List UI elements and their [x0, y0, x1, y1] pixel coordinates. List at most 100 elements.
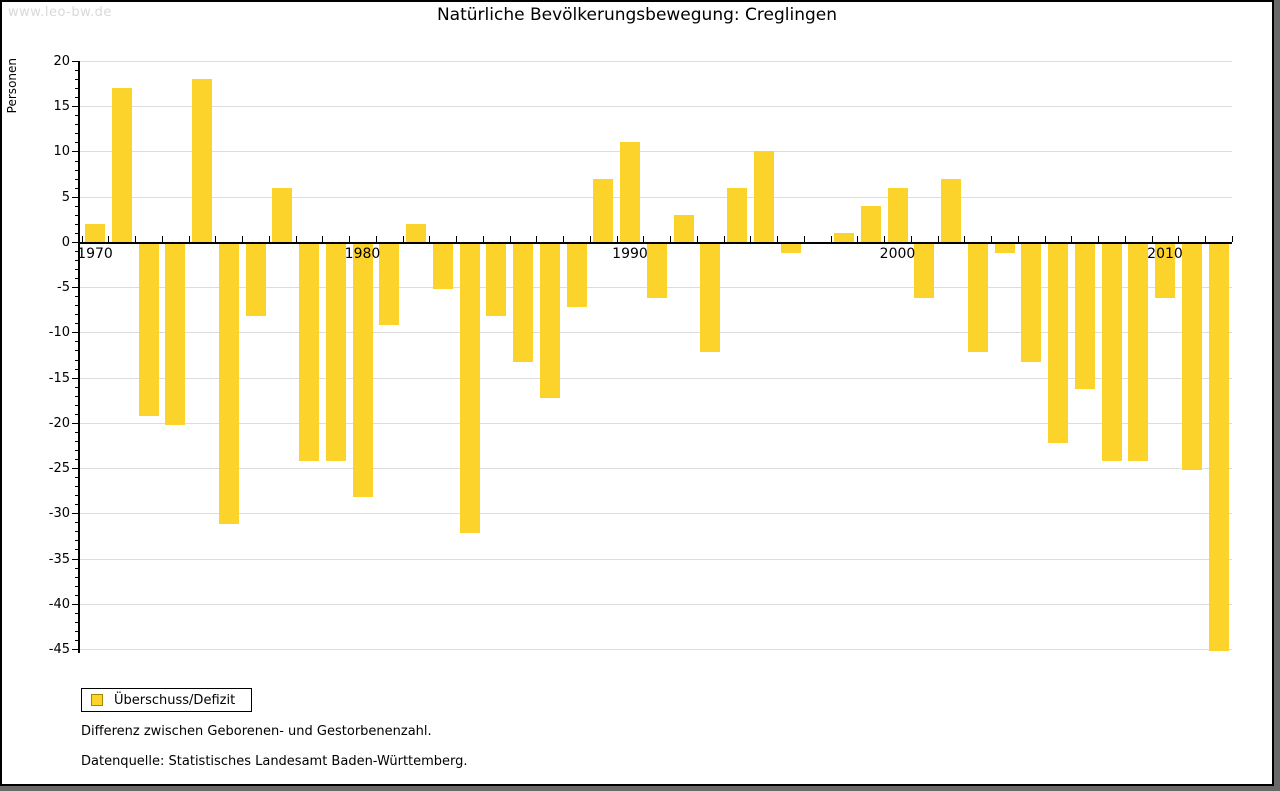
- x-year-tick: [643, 236, 644, 242]
- y-axis-line: [78, 61, 80, 653]
- y-major-tick: [72, 468, 78, 469]
- x-year-tick: [510, 236, 511, 242]
- y-major-tick: [72, 378, 78, 379]
- bar-1991: [647, 242, 667, 298]
- y-minor-tick: [75, 97, 78, 98]
- y-major-tick: [72, 61, 78, 62]
- x-tick-label: 1980: [344, 246, 381, 262]
- bar-2004: [995, 242, 1015, 253]
- y-minor-tick: [75, 595, 78, 596]
- x-year-tick: [857, 236, 858, 242]
- y-minor-tick: [75, 305, 78, 306]
- x-year-tick: [777, 236, 778, 242]
- y-minor-tick: [75, 215, 78, 216]
- y-minor-tick: [75, 549, 78, 550]
- x-year-tick: [563, 236, 564, 242]
- bar-2012: [1209, 242, 1229, 651]
- bar-1981: [379, 242, 399, 325]
- x-year-tick: [536, 236, 537, 242]
- bar-1993: [700, 242, 720, 352]
- y-minor-tick: [75, 269, 78, 270]
- bar-1970: [85, 224, 105, 244]
- y-minor-tick: [75, 531, 78, 532]
- bar-1996: [781, 242, 801, 253]
- y-minor-tick: [75, 450, 78, 451]
- y-major-tick: [72, 423, 78, 424]
- y-major-tick: [72, 197, 78, 198]
- bar-1987: [540, 242, 560, 398]
- bar-1992: [674, 215, 694, 244]
- bar-1977: [272, 188, 292, 244]
- x-year-tick: [429, 236, 430, 242]
- y-minor-tick: [75, 414, 78, 415]
- x-year-tick: [670, 236, 671, 242]
- bar-2011: [1182, 242, 1202, 470]
- y-major-tick: [72, 106, 78, 107]
- gridline: [80, 423, 1232, 424]
- y-minor-tick: [75, 124, 78, 125]
- x-year-tick: [724, 236, 725, 242]
- y-minor-tick: [75, 504, 78, 505]
- y-minor-tick: [75, 296, 78, 297]
- y-minor-tick: [75, 369, 78, 370]
- bar-1989: [593, 179, 613, 244]
- x-year-tick: [617, 236, 618, 242]
- bar-2003: [968, 242, 988, 352]
- y-minor-tick: [75, 540, 78, 541]
- x-year-tick: [911, 236, 912, 242]
- x-year-tick: [135, 236, 136, 242]
- y-minor-tick: [75, 631, 78, 632]
- y-minor-tick: [75, 586, 78, 587]
- y-minor-tick: [75, 70, 78, 71]
- y-minor-tick: [75, 314, 78, 315]
- x-year-tick: [162, 236, 163, 242]
- gridline: [80, 604, 1232, 605]
- gridline: [80, 559, 1232, 560]
- y-minor-tick: [75, 477, 78, 478]
- y-tick-label: -25: [48, 461, 70, 476]
- x-year-tick: [1178, 236, 1179, 242]
- y-minor-tick: [75, 360, 78, 361]
- x-year-tick: [189, 236, 190, 242]
- y-tick-label: -40: [48, 597, 70, 612]
- footnote-source: Datenquelle: Statistisches Landesamt Bad…: [81, 754, 468, 769]
- y-minor-tick: [75, 522, 78, 523]
- y-minor-tick: [75, 161, 78, 162]
- x-year-tick: [1125, 236, 1126, 242]
- bar-1982: [406, 224, 426, 244]
- y-major-tick: [72, 151, 78, 152]
- x-year-tick: [296, 236, 297, 242]
- y-minor-tick: [75, 405, 78, 406]
- y-major-tick: [72, 287, 78, 288]
- y-minor-tick: [75, 79, 78, 80]
- gridline: [80, 61, 1232, 62]
- y-tick-label: -5: [57, 280, 70, 295]
- bar-1976: [246, 242, 266, 316]
- y-major-tick: [72, 604, 78, 605]
- legend: Überschuss/Defizit: [81, 688, 253, 712]
- x-tick-label: 1970: [77, 246, 113, 262]
- gridline: [80, 649, 1232, 650]
- y-minor-tick: [75, 188, 78, 189]
- x-year-tick: [884, 236, 885, 242]
- y-minor-tick: [75, 206, 78, 207]
- y-tick-label: 20: [53, 54, 70, 69]
- y-minor-tick: [75, 568, 78, 569]
- y-minor-tick: [75, 613, 78, 614]
- y-minor-tick: [75, 88, 78, 89]
- gridline: [80, 151, 1232, 152]
- y-minor-tick: [75, 233, 78, 234]
- x-year-tick: [831, 236, 832, 242]
- x-year-tick: [1018, 236, 1019, 242]
- y-tick-label: 15: [53, 99, 70, 114]
- y-tick-label: -10: [48, 325, 70, 340]
- x-year-tick: [964, 236, 965, 242]
- y-minor-tick: [75, 260, 78, 261]
- bar-2010: [1155, 242, 1175, 298]
- y-minor-tick: [75, 142, 78, 143]
- bar-1990: [620, 142, 640, 244]
- bar-1973: [165, 242, 185, 425]
- bar-1984: [460, 242, 480, 533]
- bar-1974: [192, 79, 212, 244]
